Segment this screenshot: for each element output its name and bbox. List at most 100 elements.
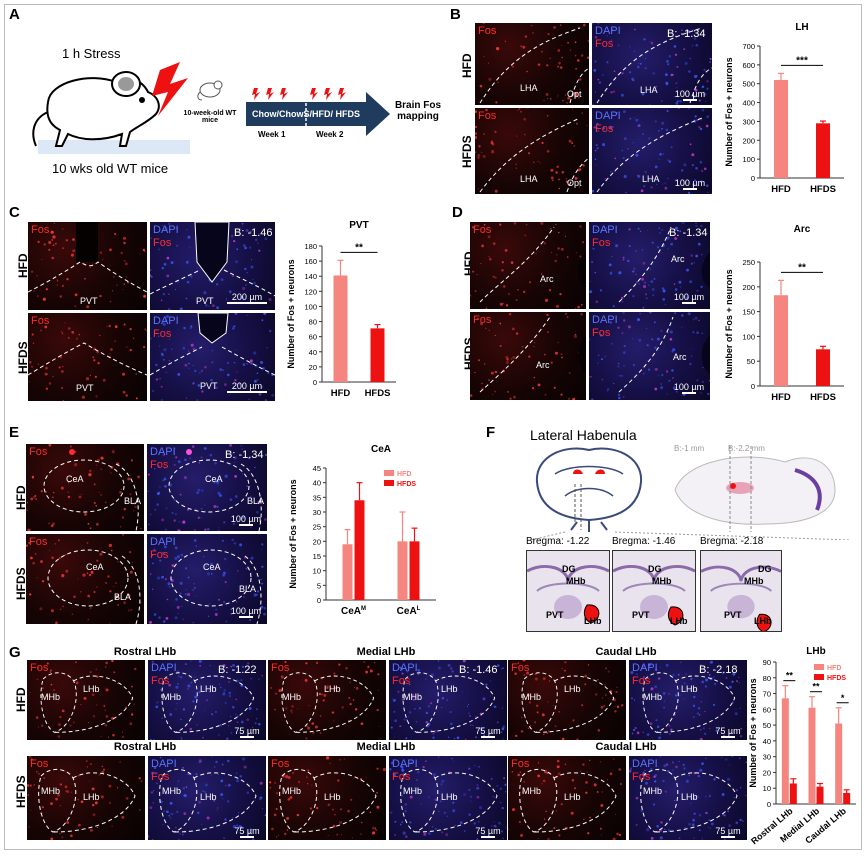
cell-speckle <box>475 125 477 129</box>
cell-speckle <box>642 261 646 265</box>
cell-speckle <box>375 829 378 832</box>
cell-speckle <box>692 818 695 822</box>
cea-label: CeA <box>66 474 84 484</box>
cell-speckle <box>184 363 188 367</box>
cell-speckle <box>399 725 402 727</box>
cell-speckle <box>574 92 578 96</box>
cell-speckle <box>643 373 645 375</box>
cell-speckle <box>692 331 695 334</box>
cell-speckle <box>699 160 703 164</box>
cell-speckle <box>458 664 460 666</box>
cell-speckle <box>150 275 153 278</box>
cell-speckle <box>291 712 293 714</box>
cell-speckle <box>213 481 216 484</box>
cell-speckle <box>616 832 619 836</box>
y-tick-label: 50 <box>747 357 755 366</box>
dapi-label: DAPI <box>150 536 176 548</box>
arc-label: Arc <box>536 360 550 370</box>
cell-speckle <box>221 763 224 766</box>
cell-speckle <box>123 507 127 511</box>
cell-speckle <box>557 49 561 52</box>
cell-speckle <box>698 814 702 817</box>
cell-speckle <box>579 770 581 772</box>
cell-speckle <box>190 325 193 328</box>
cell-speckle <box>480 263 482 265</box>
cell-speckle <box>696 74 698 77</box>
cell-speckle <box>564 235 567 237</box>
cell-speckle <box>545 298 548 302</box>
cell-speckle <box>599 827 602 830</box>
cell-speckle <box>104 709 106 711</box>
cell-speckle <box>154 468 156 470</box>
cell-speckle <box>166 598 169 601</box>
y-tick-label: 250 <box>742 258 755 267</box>
cell-speckle <box>604 355 606 358</box>
cell-speckle <box>595 126 598 129</box>
cell-speckle <box>36 771 38 773</box>
mhb-label: MHb <box>643 692 663 702</box>
cell-speckle <box>72 249 76 253</box>
cell-speckle <box>543 242 546 245</box>
cell-speckle <box>36 666 40 669</box>
cell-speckle <box>523 781 525 783</box>
cell-speckle <box>478 145 481 148</box>
cell-speckle <box>69 445 72 448</box>
cell-speckle <box>245 229 249 232</box>
cell-speckle <box>519 56 521 58</box>
cell-speckle <box>140 780 143 783</box>
cell-speckle <box>414 708 416 710</box>
cell-speckle <box>28 826 31 828</box>
cell-speckle <box>675 82 678 85</box>
cell-speckle <box>676 65 679 68</box>
cell-speckle <box>696 379 699 382</box>
cell-speckle <box>481 151 483 153</box>
cell-speckle <box>122 390 126 394</box>
cell-speckle <box>602 127 605 130</box>
cell-speckle <box>306 725 308 728</box>
cell-speckle <box>404 810 407 813</box>
cell-speckle <box>156 503 159 506</box>
cell-speckle <box>174 288 177 291</box>
cell-speckle <box>681 222 685 224</box>
cell-speckle <box>689 280 692 283</box>
cell-speckle <box>101 258 104 261</box>
cell-speckle <box>541 783 543 785</box>
cell-speckle <box>248 831 251 834</box>
panel-b-micrograph-hfds-fos: Fos LHA Opt <box>475 108 589 194</box>
mhb-label: MHb <box>162 786 182 796</box>
bar <box>333 275 348 382</box>
cell-speckle <box>210 378 213 382</box>
cell-speckle <box>242 757 245 761</box>
cell-speckle <box>138 777 141 780</box>
y-axis-label: Number of Fos + neurons <box>286 259 296 368</box>
cell-speckle <box>109 590 112 593</box>
cell-speckle <box>649 312 652 314</box>
cell-speckle <box>468 788 471 791</box>
bla-label: BLA <box>239 584 257 594</box>
fos-label: Fos <box>632 771 651 783</box>
cell-speckle <box>508 312 512 316</box>
fos-label: Fos <box>595 38 614 50</box>
cell-speckle <box>131 561 133 563</box>
cell-speckle <box>435 828 437 830</box>
cell-speckle <box>240 679 243 682</box>
atlas-image <box>612 550 696 632</box>
cell-speckle <box>479 322 484 326</box>
cell-speckle <box>623 175 627 178</box>
cell-speckle <box>550 361 553 364</box>
cell-speckle <box>555 304 559 308</box>
cell-speckle <box>30 691 32 693</box>
cell-speckle <box>427 705 430 708</box>
cell-speckle <box>89 469 92 472</box>
cell-speckle <box>167 582 171 586</box>
cell-speckle <box>517 662 520 664</box>
cell-speckle <box>694 316 698 320</box>
cell-speckle <box>96 522 99 526</box>
cell-speckle <box>490 371 494 375</box>
cell-speckle <box>475 132 477 135</box>
cell-speckle <box>547 98 549 100</box>
cell-speckle <box>254 722 257 725</box>
cell-speckle <box>623 364 625 367</box>
cell-speckle <box>494 390 496 393</box>
cell-speckle <box>623 351 626 354</box>
